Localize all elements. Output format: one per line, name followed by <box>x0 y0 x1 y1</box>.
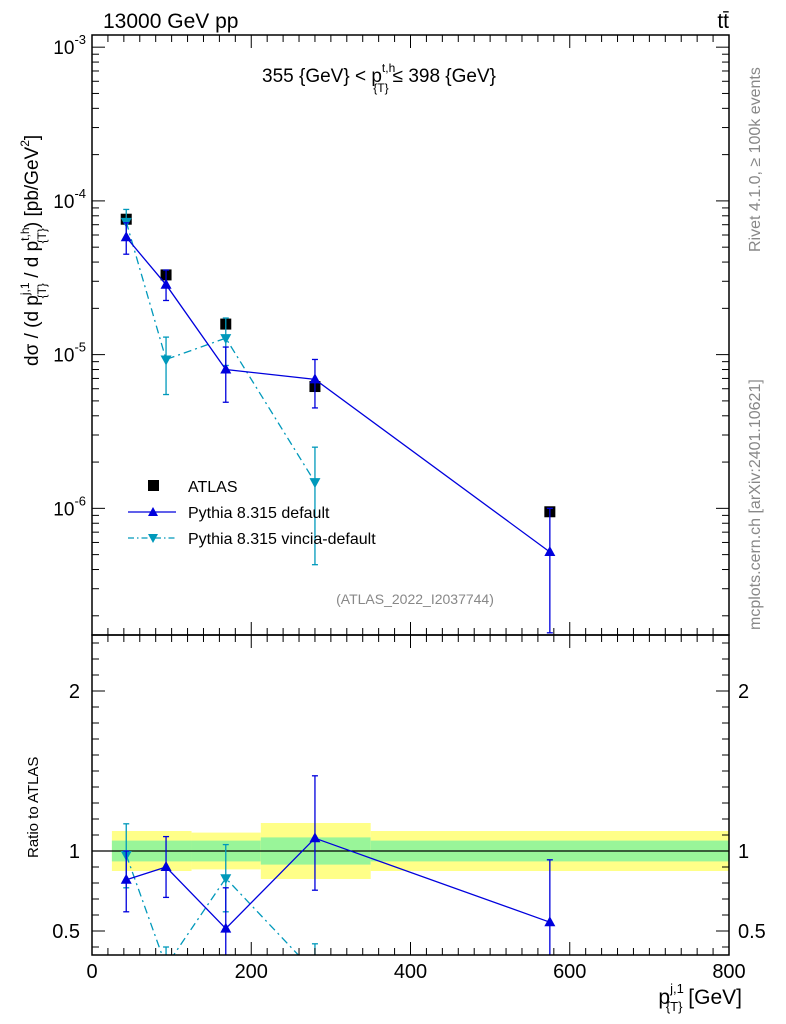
triangle-marker <box>120 873 132 884</box>
y-tick-label: 10-3 <box>53 32 86 59</box>
legend-vincia-label: Pythia 8.315 vincia-default <box>188 531 376 548</box>
ratio-ticks <box>91 635 730 955</box>
ratio-y-tick-label: 2 <box>69 681 80 703</box>
main-y-tick-labels: 10-610-510-410-3 <box>53 32 86 520</box>
triangle-marker <box>544 916 556 927</box>
analysis-id: (ATLAS_2022_I2037744) <box>336 591 494 607</box>
triangle-marker <box>309 832 321 843</box>
ratio-y-tick-label-right: 0.5 <box>738 921 766 943</box>
triangle-marker <box>544 546 556 557</box>
x-tick-label: 200 <box>235 961 268 983</box>
legend-atlas-label: ATLAS <box>188 479 238 496</box>
triangle-marker <box>220 874 232 885</box>
ratio-frame <box>91 634 730 956</box>
triangle-marker <box>220 363 232 374</box>
triangle-marker <box>160 355 172 366</box>
legend: ATLAS Pythia 8.315 default Pythia 8.315 … <box>128 479 376 548</box>
ratio-y-tick-label: 1 <box>69 841 80 863</box>
ratio-y-tick-label: 0.5 <box>52 921 80 943</box>
process-label: tt̄ <box>717 10 729 33</box>
triangle-marker <box>309 969 320 979</box>
tick-base: 10 <box>53 38 74 59</box>
tick-exponent: -3 <box>74 32 86 47</box>
legend-atlas-marker <box>148 480 159 491</box>
energy-label: 13000 GeV pp <box>103 10 238 33</box>
y-tick-label: 10-5 <box>53 340 86 367</box>
x-tick-label: 0 <box>86 961 97 983</box>
ratio-series <box>120 775 556 979</box>
tick-exponent: -4 <box>74 186 86 201</box>
triangle-marker <box>220 334 232 345</box>
ratio-y-tick-labels: 0.5 0.5 1 1 2 2 <box>52 681 766 943</box>
ratio-panel: 0.5 0.51 12 2 0 200 400 600 800 Ratio to ATLAS … <box>25 634 766 1014</box>
main-y-axis-label: dσ / (d pj,1 {T} / d pt,h {T}) [pb/GeV2] <box>18 135 49 366</box>
legend-vincia-marker <box>148 534 158 543</box>
series-line <box>125 854 300 955</box>
x-tick-label: 400 <box>394 961 427 983</box>
triangle-marker <box>220 922 232 933</box>
tick-exponent: -5 <box>74 340 86 355</box>
mcplots-label: mcplots.cern.ch [arXiv:2401.10621] <box>747 379 764 630</box>
ratio-y-tick-label-right: 2 <box>738 681 749 703</box>
tick-exponent: -6 <box>74 493 86 508</box>
main-series <box>120 208 556 634</box>
tick-base: 10 <box>53 499 74 520</box>
ratio-x-tick-labels: 0 200 400 600 800 <box>86 961 745 983</box>
ratio-uncertainty-bands <box>92 823 729 879</box>
x-axis-label: pj,1 {T} [GeV] <box>658 981 742 1014</box>
ratio-y-tick-label-right: 1 <box>738 841 749 863</box>
legend-default-label: Pythia 8.315 default <box>188 505 330 522</box>
triangle-marker <box>160 861 172 871</box>
series-line <box>125 221 316 483</box>
tick-base: 10 <box>53 192 74 213</box>
triangle-marker <box>160 278 172 289</box>
main-y-ticks <box>91 35 730 635</box>
cut-label: 355 {GeV} < pt,h {T}≤ 398 {GeV} <box>262 61 496 95</box>
y-tick-label: 10-6 <box>53 493 86 520</box>
legend-default-marker <box>148 507 158 516</box>
triangle-marker <box>309 373 321 384</box>
x-tick-label: 600 <box>553 961 586 983</box>
main-panel: 10-610-510-410-3 355 {GeV} < pt,h {T}≤ 39… <box>18 32 730 636</box>
triangle-marker <box>309 478 321 489</box>
x-tick-label: 800 <box>712 961 745 983</box>
tick-base: 10 <box>53 346 74 367</box>
ratio-y-axis-label: Ratio to ATLAS <box>25 757 42 858</box>
triangle-marker <box>120 231 132 242</box>
rivet-label: Rivet 4.1.0, ≥ 100k events <box>747 67 764 252</box>
y-tick-label: 10-4 <box>53 186 86 213</box>
triangle-marker <box>161 962 172 972</box>
